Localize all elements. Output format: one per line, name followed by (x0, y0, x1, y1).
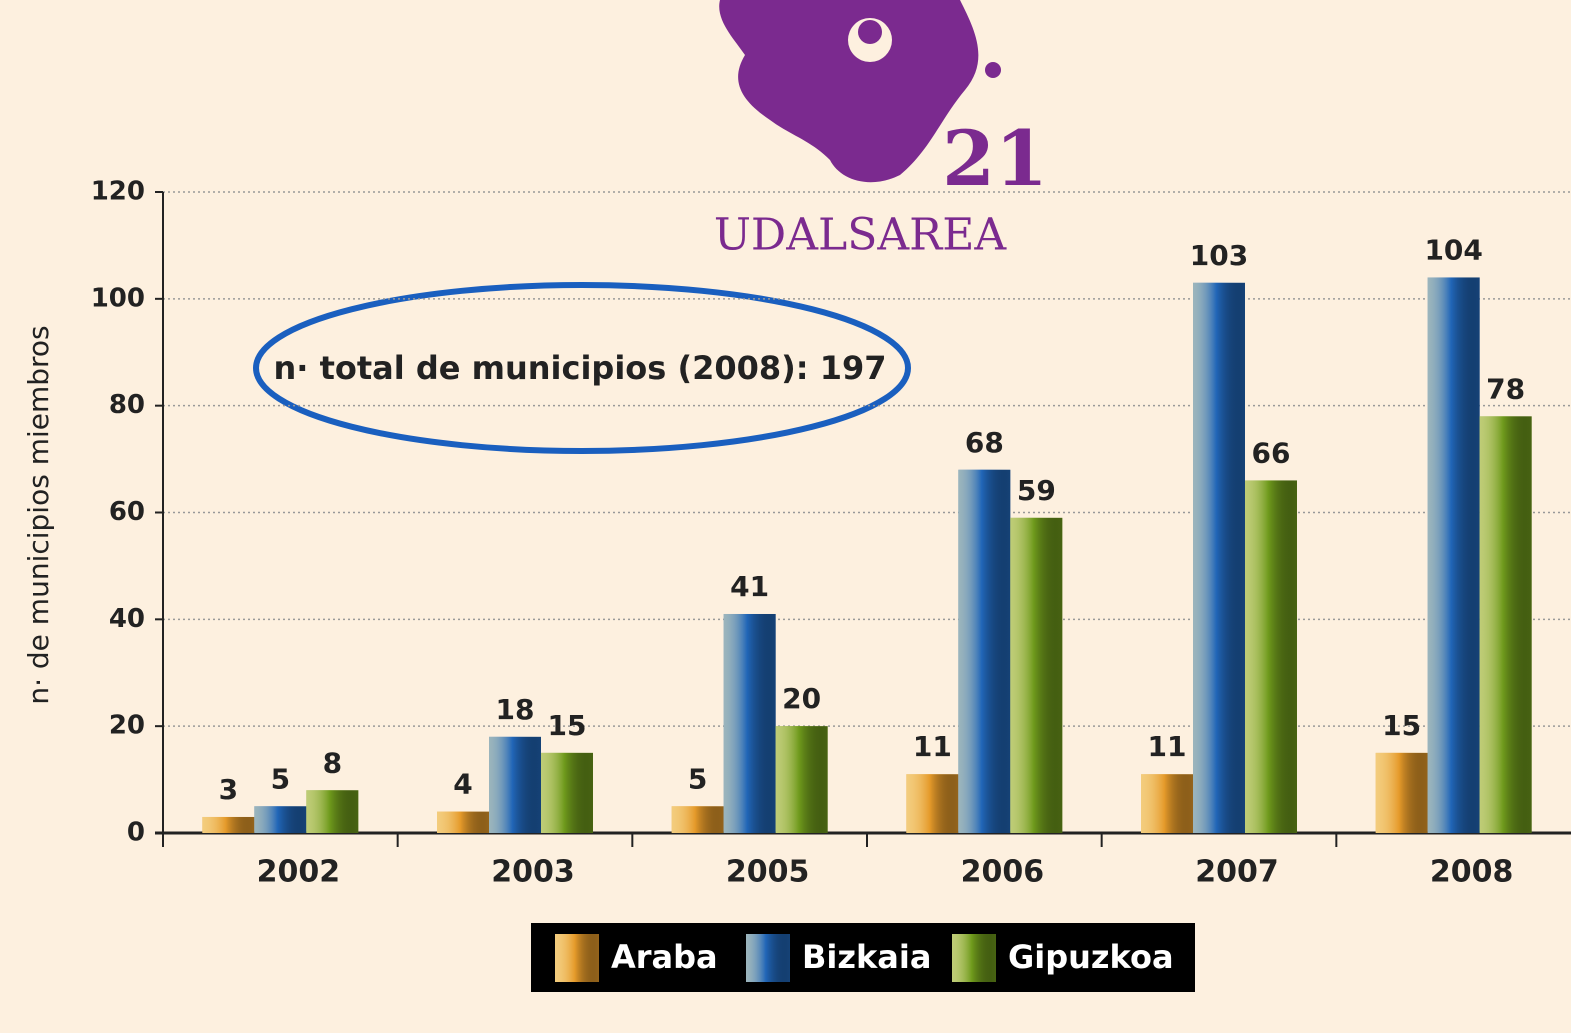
x-tick-label: 2006 (961, 855, 1045, 890)
bar-shade (958, 469, 1011, 833)
value-label: 66 (1252, 436, 1291, 469)
y-tick-label: 100 (91, 283, 145, 313)
bar-shade (254, 806, 307, 833)
bar-shade (775, 726, 828, 833)
bar-shade (202, 816, 255, 833)
value-label: 11 (1148, 730, 1187, 763)
x-tick-label: 2008 (1430, 855, 1514, 890)
y-tick-label: 80 (109, 390, 145, 420)
bar-shade (1193, 282, 1245, 833)
bar-shade (489, 736, 541, 833)
annotation-ellipse (253, 282, 911, 454)
bar-shade (906, 774, 959, 833)
value-label: 78 (1486, 372, 1525, 405)
logo-name: UDALSAREA (714, 210, 1008, 261)
bar-shade (671, 806, 724, 833)
value-label: 11 (913, 730, 952, 763)
x-tick-label: 2002 (257, 855, 341, 890)
y-tick-label: 120 (91, 177, 145, 207)
value-label: 15 (548, 709, 587, 742)
value-label: 8 (323, 746, 342, 779)
value-label: 104 (1424, 233, 1482, 266)
value-label: 20 (782, 682, 821, 715)
bar-shade (437, 811, 489, 833)
logo: 21 UDALSAREA (714, 0, 1048, 261)
value-label: 5 (688, 762, 707, 795)
legend-label: Araba (611, 938, 718, 976)
value-label: 103 (1190, 239, 1248, 272)
value-label: 4 (453, 768, 472, 801)
logo-dot (985, 62, 1001, 78)
logo-number: 21 (942, 114, 1048, 203)
bar-shade (1479, 416, 1532, 833)
bar-shade (1427, 277, 1480, 833)
value-label: 41 (730, 570, 769, 603)
annotation: n· total de municipios (2008): 197 (273, 349, 886, 387)
value-label: 18 (496, 693, 535, 726)
legend-box (531, 923, 1195, 992)
y-tick-label: 20 (109, 711, 145, 741)
value-label: 15 (1382, 709, 1421, 742)
bar-shade (306, 790, 359, 833)
value-label: 68 (965, 426, 1004, 459)
x-tick-label: 2007 (1195, 855, 1279, 890)
y-tick-label: 0 (127, 818, 145, 848)
value-label: 5 (271, 762, 290, 795)
legend-label: Bizkaia (802, 938, 931, 976)
legend-swatch-shade (952, 934, 996, 982)
bar-shade (1010, 517, 1063, 833)
value-label: 3 (219, 773, 238, 806)
bar-shade (723, 613, 776, 833)
legend-swatch-shade (555, 934, 599, 982)
bar-shade (1245, 480, 1297, 833)
legend-swatch-shade (746, 934, 790, 982)
bar-shade (1141, 774, 1193, 833)
x-tick-label: 2005 (726, 855, 810, 890)
y-tick-label: 60 (109, 497, 145, 527)
logo-shape (719, 0, 979, 183)
bar-shade (541, 752, 593, 833)
bar-shade (1375, 752, 1428, 833)
y-tick-label: 40 (109, 604, 145, 634)
logo-dot (858, 20, 882, 44)
value-label: 59 (1017, 474, 1056, 507)
x-tick-label: 2003 (491, 855, 575, 890)
legend-label: Gipuzkoa (1008, 938, 1174, 976)
y-axis-label: n· de municipios miembros (22, 325, 55, 704)
